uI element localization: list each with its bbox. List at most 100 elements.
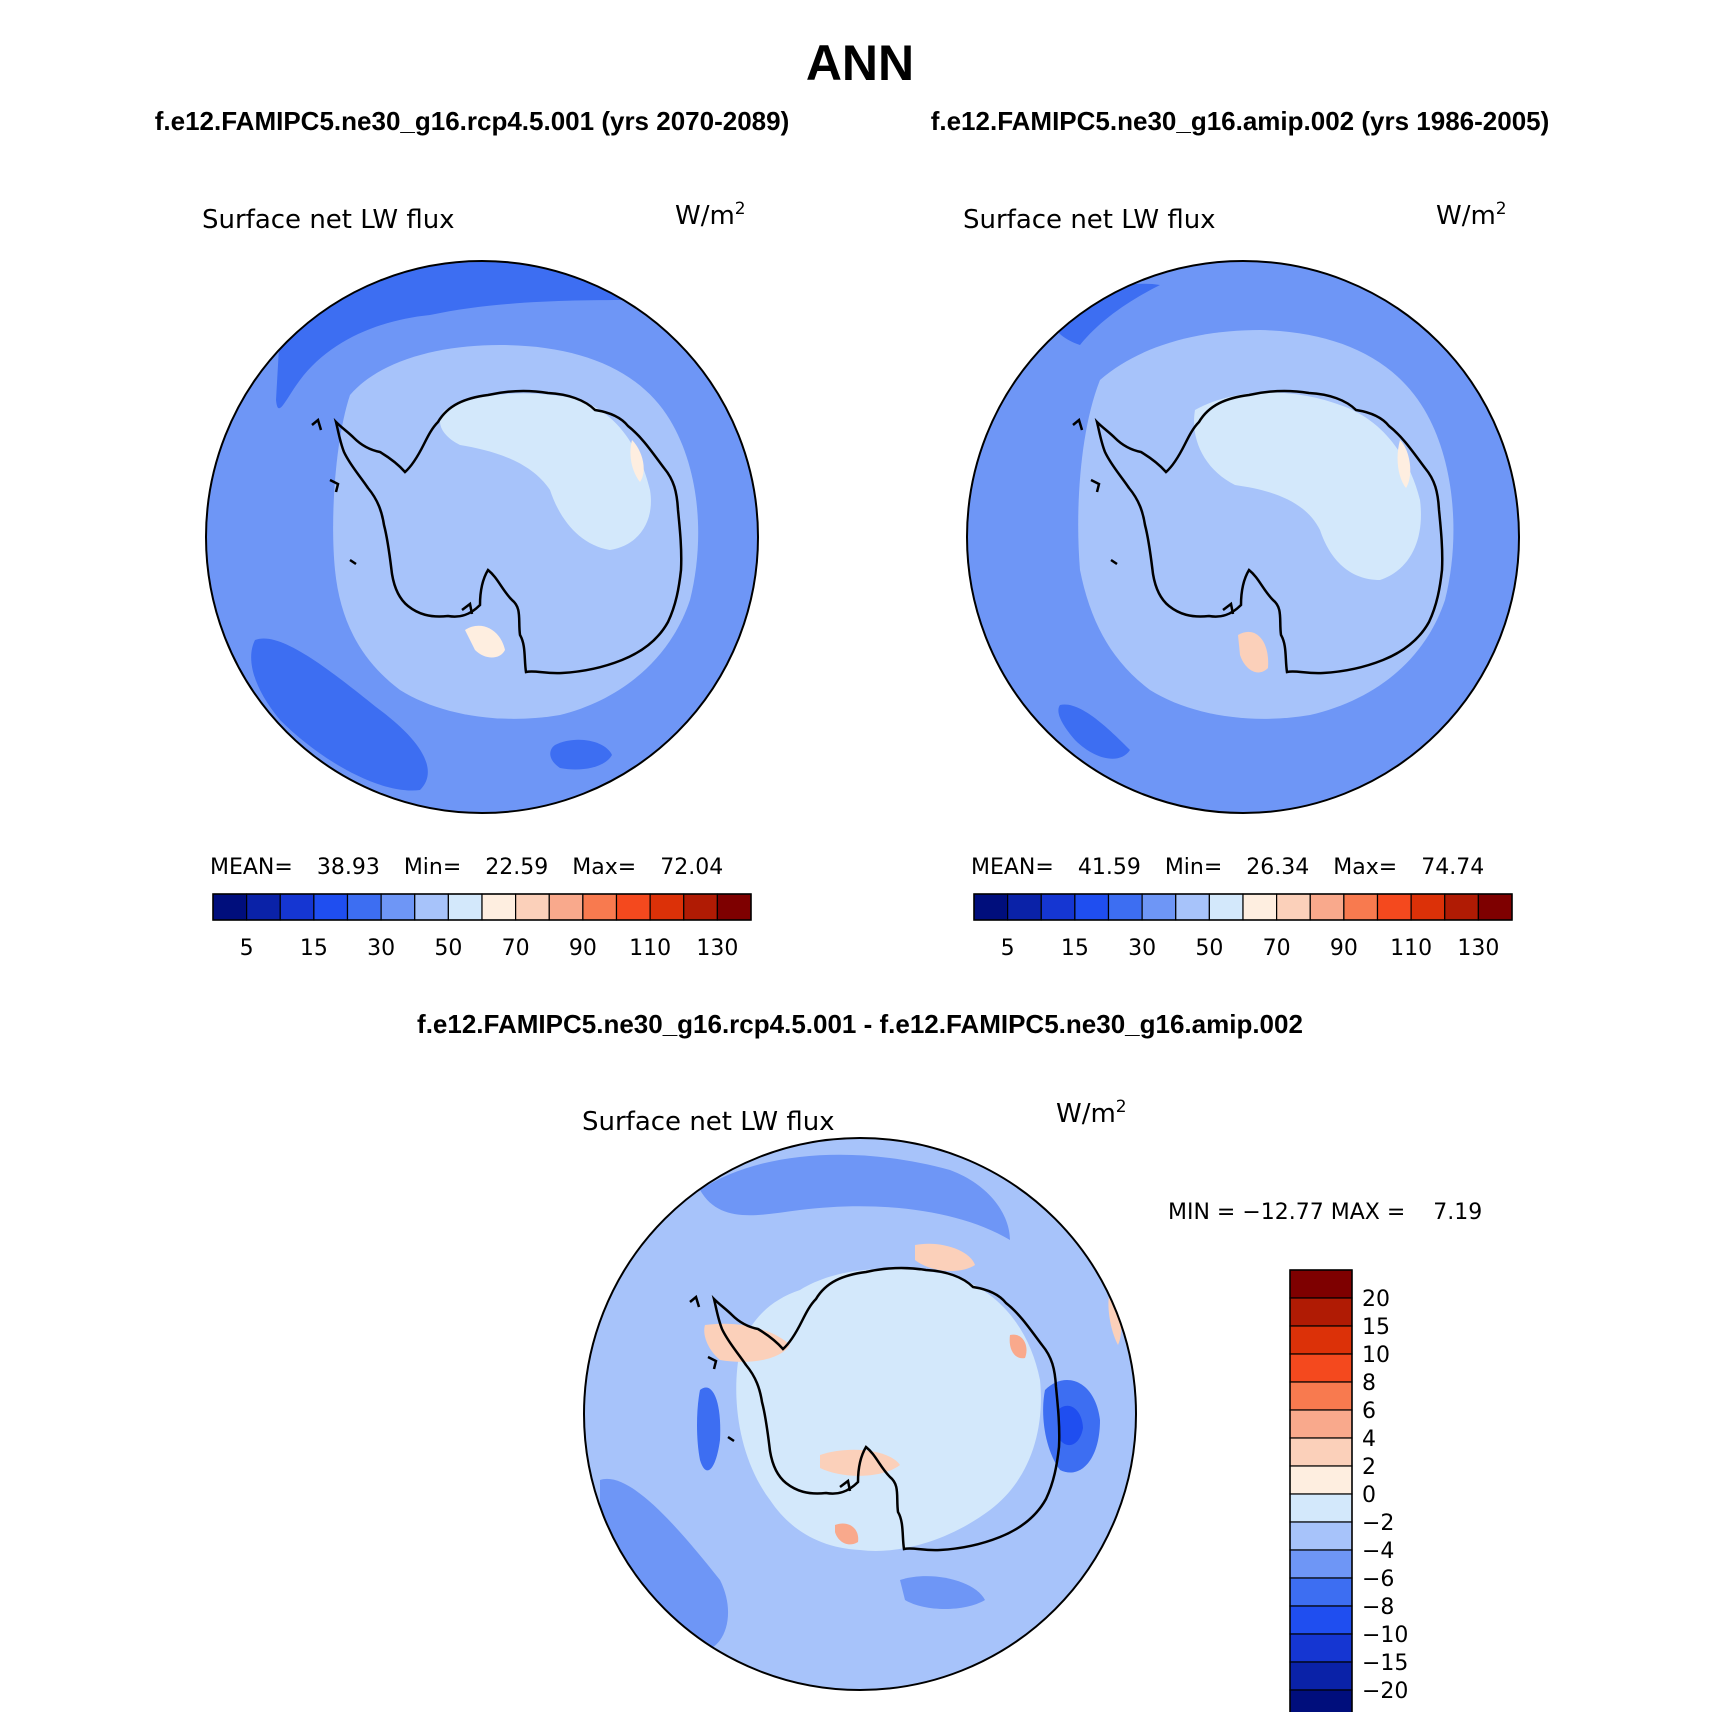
diff-colorbar-tick-label: 4 — [1362, 1427, 1376, 1452]
figure-title: ANN — [806, 35, 914, 91]
diff-colorbar-swatch — [1289, 1353, 1353, 1383]
left-stats: MEAN= 38.93 Min= 22.59 Max= 72.04 — [210, 855, 723, 880]
left-colorbar-swatch — [447, 893, 483, 921]
left-units-exp: 2 — [735, 199, 746, 219]
right-colorbar-swatch — [1477, 893, 1513, 921]
left-max-label: Max= — [572, 855, 636, 880]
diff-units-label: W/m2 — [1056, 1097, 1127, 1129]
left-colorbar-swatch — [313, 893, 349, 921]
diff-map-neg-w — [697, 1387, 721, 1471]
right-colorbar-tick-label: 110 — [1390, 936, 1432, 961]
right-colorbar-frame — [973, 893, 1513, 921]
left-colorbar-swatch — [346, 893, 382, 921]
right-colorbar-tick-label: 130 — [1457, 936, 1499, 961]
diff-map — [584, 1138, 1136, 1690]
subtitle-left: f.e12.FAMIPC5.ne30_g16.rcp4.5.001 (yrs 2… — [155, 106, 790, 136]
left-colorbar-swatch — [380, 893, 416, 921]
right-colorbar-swatch — [1175, 893, 1210, 921]
diff-colorbar-swatch — [1289, 1633, 1353, 1663]
left-min-label: Min= — [404, 855, 461, 880]
diff-colorbar-tick-label: 6 — [1362, 1399, 1376, 1424]
diff-colorbar-tick-label: 20 — [1362, 1287, 1390, 1312]
diff-map-pos-n — [915, 1243, 975, 1272]
diff-colorbar-tick-label: −2 — [1362, 1511, 1394, 1536]
diff-map-pos-ne — [1108, 1290, 1122, 1345]
left-colorbar-tick-label: 15 — [300, 936, 328, 961]
diff-colorbar-swatch — [1289, 1437, 1353, 1467]
left-colorbar-frame — [212, 893, 752, 921]
diff-map-border — [583, 1137, 1137, 1691]
left-map-dark-ocean-ne — [276, 262, 640, 409]
diff-colorbar-swatch — [1289, 1577, 1353, 1607]
left-map-dark-ocean-s — [550, 739, 612, 770]
right-colorbar-tick-label: 5 — [1001, 936, 1015, 961]
right-colorbar-swatch — [1376, 893, 1412, 921]
left-colorbar-swatch — [279, 893, 315, 921]
left-colorbar-tick-label: 50 — [434, 936, 462, 961]
diff-colorbar-swatch — [1289, 1381, 1353, 1411]
left-map-warm-ross — [465, 625, 505, 658]
left-colorbar-swatch — [515, 893, 550, 921]
right-colorbar: 5 15 30 50 70 90 110 130 — [973, 893, 1513, 961]
left-colorbar-swatch — [548, 893, 584, 921]
right-colorbar-swatch — [973, 893, 1009, 921]
right-colorbar-tick-label: 30 — [1128, 936, 1156, 961]
diff-colorbar-swatch — [1289, 1409, 1353, 1439]
left-colorbar-tick-label: 110 — [629, 936, 671, 961]
left-colorbar-swatch — [481, 893, 517, 921]
diff-colorbar-tick-label: −20 — [1362, 1679, 1408, 1704]
right-colorbar-swatch — [1107, 893, 1143, 921]
left-colorbar-tick-label: 5 — [240, 936, 254, 961]
left-mean-label: MEAN= — [210, 855, 293, 880]
diff-colorbar-tick-label: −15 — [1362, 1651, 1408, 1676]
right-colorbar-swatch — [1007, 893, 1042, 921]
right-mean-value: 41.59 — [1078, 855, 1141, 880]
diff-units-exp: 2 — [1116, 1097, 1127, 1117]
right-stats: MEAN= 41.59 Min= 26.34 Max= 74.74 — [971, 855, 1484, 880]
diff-colorbar-tick-label: −4 — [1362, 1539, 1394, 1564]
right-min-value: 26.34 — [1246, 855, 1309, 880]
left-map-peninsula-islands — [311, 417, 474, 615]
right-colorbar-tick-label: 50 — [1195, 936, 1223, 961]
left-mean-value: 38.93 — [317, 855, 380, 880]
diff-colorbar-tick-label: 10 — [1362, 1343, 1390, 1368]
left-map-warm-e — [630, 440, 644, 482]
right-mean-label: MEAN= — [971, 855, 1054, 880]
diff-colorbar-tick-label: 0 — [1362, 1483, 1376, 1508]
subtitle-right: f.e12.FAMIPC5.ne30_g16.amip.002 (yrs 198… — [931, 106, 1550, 136]
right-map-warm-ross — [1238, 631, 1269, 673]
diff-units-base: W/m — [1056, 1099, 1116, 1129]
right-colorbar-swatch — [1141, 893, 1177, 921]
left-max-value: 72.04 — [660, 855, 723, 880]
diff-map-pos-ross — [835, 1523, 859, 1545]
right-max-value: 74.74 — [1421, 855, 1484, 880]
diff-map-pos-e2 — [1009, 1334, 1027, 1359]
right-max-label: Max= — [1333, 855, 1397, 880]
right-colorbar-tick-label: 90 — [1330, 936, 1358, 961]
left-colorbar-swatch — [649, 893, 685, 921]
diff-variable-label: Surface net LW flux — [582, 1107, 835, 1137]
diff-colorbar-swatch — [1289, 1465, 1353, 1495]
left-colorbar-swatch — [414, 893, 449, 921]
diff-colorbar-swatch — [1289, 1549, 1353, 1579]
left-colorbar-swatch — [683, 893, 718, 921]
right-map-dark-ocean-n — [1050, 283, 1160, 345]
right-colorbar-swatch — [1444, 893, 1479, 921]
diff-minmax: MIN = −12.77 MAX = 7.19 — [1168, 1200, 1482, 1225]
left-min-value: 22.59 — [485, 855, 548, 880]
right-colorbar-swatch — [1410, 893, 1446, 921]
diff-map-neg-sw — [600, 1478, 729, 1652]
right-map — [967, 261, 1519, 813]
left-colorbar: 5 15 30 50 70 90 110 130 — [212, 893, 752, 961]
diff-colorbar-swatch — [1289, 1521, 1353, 1551]
right-colorbar-swatch — [1074, 893, 1110, 921]
diff-title: f.e12.FAMIPC5.ne30_g16.rcp4.5.001 - f.e1… — [417, 1009, 1303, 1039]
diff-colorbar-swatch — [1289, 1297, 1353, 1327]
right-colorbar-tick-label: 70 — [1263, 936, 1291, 961]
right-units-label: W/m2 — [1436, 199, 1507, 231]
right-colorbar-swatch — [1208, 893, 1244, 921]
right-min-label: Min= — [1165, 855, 1222, 880]
diff-map-neg-s — [900, 1576, 985, 1609]
